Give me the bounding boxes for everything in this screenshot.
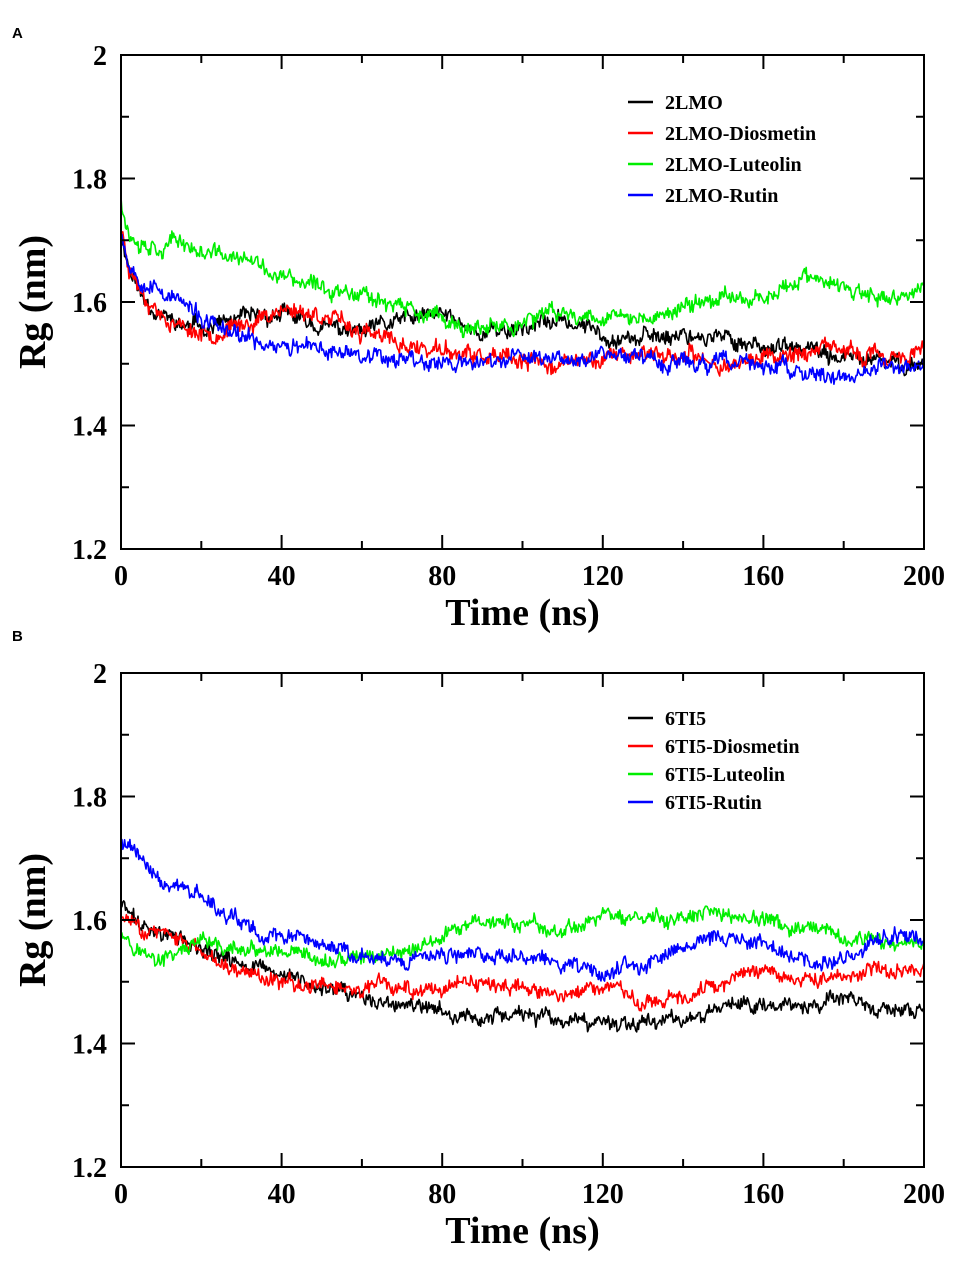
x-tick-label: 40 bbox=[268, 1179, 296, 1210]
series-line-2lmo bbox=[120, 236, 925, 377]
panel-letter-b: B bbox=[12, 628, 23, 645]
legend-label-6ti5: 6TI5 bbox=[665, 708, 706, 730]
series-line-6ti5-diosmetin bbox=[120, 913, 925, 1012]
series-group bbox=[120, 197, 925, 386]
x-tick-label: 40 bbox=[268, 561, 296, 592]
legend-label-6ti5-luteolin: 6TI5-Luteolin bbox=[665, 764, 785, 786]
series-line-6ti5-rutin bbox=[120, 838, 925, 982]
x-tick-label: 0 bbox=[114, 561, 128, 592]
legend-label-2lmo: 2LMO bbox=[665, 92, 723, 114]
legend: 6TI5 6TI5-Diosmetin 6TI5-Luteolin 6TI5-Ruti… bbox=[628, 708, 799, 814]
y-axis-title: Rg (nm) bbox=[12, 853, 54, 987]
y-tick-label: 2 bbox=[93, 659, 107, 690]
x-tick-label: 160 bbox=[742, 1179, 784, 1210]
legend-label-2lmo-rutin: 2LMO-Rutin bbox=[665, 185, 778, 207]
y-tick-label: 1.2 bbox=[72, 1153, 107, 1184]
x-axis-title: Time (ns) bbox=[445, 1210, 599, 1252]
x-tick-label: 80 bbox=[428, 1179, 456, 1210]
y-tick-label: 1.8 bbox=[72, 783, 107, 814]
y-tick-label: 1.6 bbox=[72, 906, 107, 937]
series-group bbox=[120, 838, 925, 1033]
x-tick-label: 80 bbox=[428, 561, 456, 592]
x-tick-label: 200 bbox=[903, 1179, 945, 1210]
chart-b-plot: 0 40 80 120 160 200 1.2 1.4 1.6 1.8 2 Time (ns) Rg (… bbox=[12, 659, 945, 1252]
chart-a-plot: 0 40 80 120 160 200 1.2 1.4 1.6 1.8 2 Time (ns) Rg (… bbox=[12, 41, 945, 634]
y-tick-label: 2 bbox=[93, 41, 107, 72]
panel-letter-a: A bbox=[12, 25, 23, 42]
legend-label-6ti5-diosmetin: 6TI5-Diosmetin bbox=[665, 736, 799, 758]
y-tick-label: 1.8 bbox=[72, 165, 107, 196]
series-line-2lmo-luteolin bbox=[120, 197, 925, 339]
legend-label-2lmo-luteolin: 2LMO-Luteolin bbox=[665, 154, 802, 176]
y-axis-title: Rg (nm) bbox=[12, 235, 54, 369]
series-line-6ti5-luteolin bbox=[120, 905, 925, 969]
series-line-2lmo-rutin bbox=[120, 233, 925, 386]
series-line-6ti5 bbox=[120, 900, 925, 1033]
x-tick-label: 200 bbox=[903, 561, 945, 592]
legend-label-6ti5-rutin: 6TI5-Rutin bbox=[665, 792, 762, 814]
panel-b: B 0 40 80 120 160 200 1.2 1.4 1.6 1.8 2 Time (ns) Rg… bbox=[12, 628, 945, 1252]
x-axis-title: Time (ns) bbox=[445, 592, 599, 634]
y-tick-label: 1.2 bbox=[72, 535, 107, 566]
y-tick-label: 1.6 bbox=[72, 288, 107, 319]
x-tick-label: 160 bbox=[742, 561, 784, 592]
x-tick-label: 120 bbox=[582, 561, 624, 592]
panel-a: A 0 40 80 120 160 200 1.2 1.4 1.6 1.8 2 Time (ns) Rg… bbox=[12, 25, 945, 634]
x-tick-label: 0 bbox=[114, 1179, 128, 1210]
legend: 2LMO 2LMO-Diosmetin 2LMO-Luteolin 2LMO-Ruti… bbox=[628, 92, 816, 207]
x-tick-label: 120 bbox=[582, 1179, 624, 1210]
legend-label-2lmo-diosmetin: 2LMO-Diosmetin bbox=[665, 123, 816, 145]
y-tick-label: 1.4 bbox=[72, 412, 107, 443]
y-tick-label: 1.4 bbox=[72, 1030, 107, 1061]
